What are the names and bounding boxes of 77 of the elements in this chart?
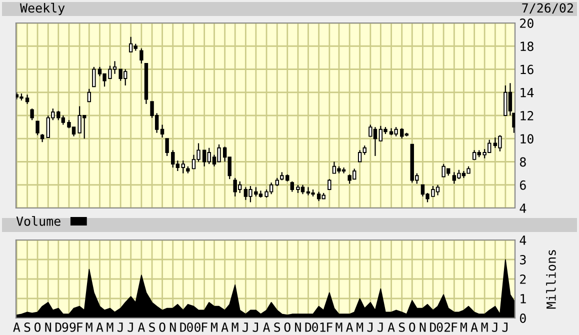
x-tick-label: A bbox=[138, 322, 145, 332]
x-tick-label: 00 bbox=[187, 322, 200, 332]
x-tick-label: O bbox=[159, 322, 166, 332]
y-tick-label: 4 bbox=[520, 204, 526, 213]
x-tick-label: S bbox=[398, 322, 405, 332]
x-tick-label: A bbox=[346, 322, 354, 332]
x-tick-label: J bbox=[117, 322, 123, 332]
x-tick-label: D bbox=[430, 322, 436, 332]
x-tick-label: O bbox=[284, 322, 290, 332]
y-tick-label: 8 bbox=[520, 157, 526, 167]
x-tick-label: D bbox=[180, 322, 186, 332]
x-tick-label: J bbox=[367, 322, 372, 332]
x-tick-label: J bbox=[492, 322, 498, 332]
x-tick-label: 02 bbox=[436, 322, 450, 332]
y-tick-label: 2 bbox=[520, 274, 526, 284]
candlestick bbox=[25, 94, 30, 104]
x-tick-label: 01 bbox=[312, 322, 326, 332]
x-tick-label: F bbox=[452, 322, 458, 332]
x-tick-label: S bbox=[24, 322, 30, 332]
x-tick-label: M bbox=[210, 322, 218, 332]
candlestick bbox=[328, 178, 332, 190]
y-tick-label: 4 bbox=[520, 236, 526, 245]
x-tick-label: J bbox=[128, 322, 133, 332]
candlestick bbox=[36, 120, 40, 136]
x-tick-label: M bbox=[356, 322, 364, 332]
candlestick bbox=[30, 108, 34, 121]
y-tick-label: 14 bbox=[520, 88, 534, 98]
y-tick-label: 3 bbox=[520, 255, 526, 264]
x-tick-label: A bbox=[388, 322, 395, 332]
x-tick-label: S bbox=[274, 322, 280, 332]
x-tick-label: A bbox=[96, 322, 104, 332]
x-tick-label: F bbox=[327, 322, 332, 332]
x-tick-label: M bbox=[232, 322, 238, 332]
y-tick-label: 10 bbox=[520, 134, 534, 144]
legend-label: Volume bbox=[16, 216, 60, 226]
x-tick-label: O bbox=[34, 322, 41, 332]
x-tick-label: A bbox=[221, 322, 228, 332]
y2-axis-title: Millions bbox=[546, 250, 556, 309]
candlestick bbox=[140, 48, 144, 64]
candlestick bbox=[181, 160, 185, 174]
x-tick-label: N bbox=[170, 322, 176, 332]
x-tick-label: F bbox=[202, 322, 208, 332]
y-tick-label: 20 bbox=[520, 18, 534, 28]
y-tick-label: 0 bbox=[520, 314, 526, 323]
x-tick-label: A bbox=[470, 322, 478, 332]
y-tick-label: 6 bbox=[520, 180, 526, 190]
x-tick-label: M bbox=[106, 322, 114, 332]
x-tick-label: M bbox=[336, 322, 342, 332]
x-tick-label: A bbox=[262, 322, 270, 332]
x-tick-label: M bbox=[460, 322, 467, 332]
x-tick-label: N bbox=[295, 322, 301, 332]
x-tick-label: N bbox=[45, 322, 52, 332]
x-tick-label: 99 bbox=[62, 322, 76, 332]
y-tick-label: 12 bbox=[520, 111, 534, 120]
x-tick-label: M bbox=[86, 322, 92, 332]
candlestick bbox=[87, 88, 91, 102]
x-tick-label: J bbox=[502, 322, 508, 332]
x-tick-label: A bbox=[13, 322, 20, 332]
y-tick-label: 16 bbox=[520, 64, 534, 74]
candlestick bbox=[165, 138, 169, 157]
x-tick-label: J bbox=[378, 322, 383, 332]
y-tick-label: 1 bbox=[520, 294, 526, 304]
x-tick-label: D bbox=[305, 322, 312, 332]
x-tick-label: O bbox=[409, 322, 416, 332]
x-tick-label: S bbox=[149, 322, 155, 332]
text: 7/26/02 bbox=[522, 3, 573, 14]
x-tick-label: J bbox=[242, 322, 248, 332]
x-tick-label: J bbox=[252, 322, 258, 332]
x-tick-label: N bbox=[420, 322, 426, 332]
x-tick-label: F bbox=[77, 322, 83, 332]
candlestick bbox=[92, 66, 96, 88]
y-tick-label: 18 bbox=[520, 42, 534, 52]
x-tick-label: D bbox=[55, 322, 62, 332]
chart-title: Weekly bbox=[20, 2, 65, 16]
candlestick bbox=[160, 124, 164, 138]
x-tick-label: M bbox=[481, 322, 488, 332]
candlestick bbox=[290, 180, 294, 192]
